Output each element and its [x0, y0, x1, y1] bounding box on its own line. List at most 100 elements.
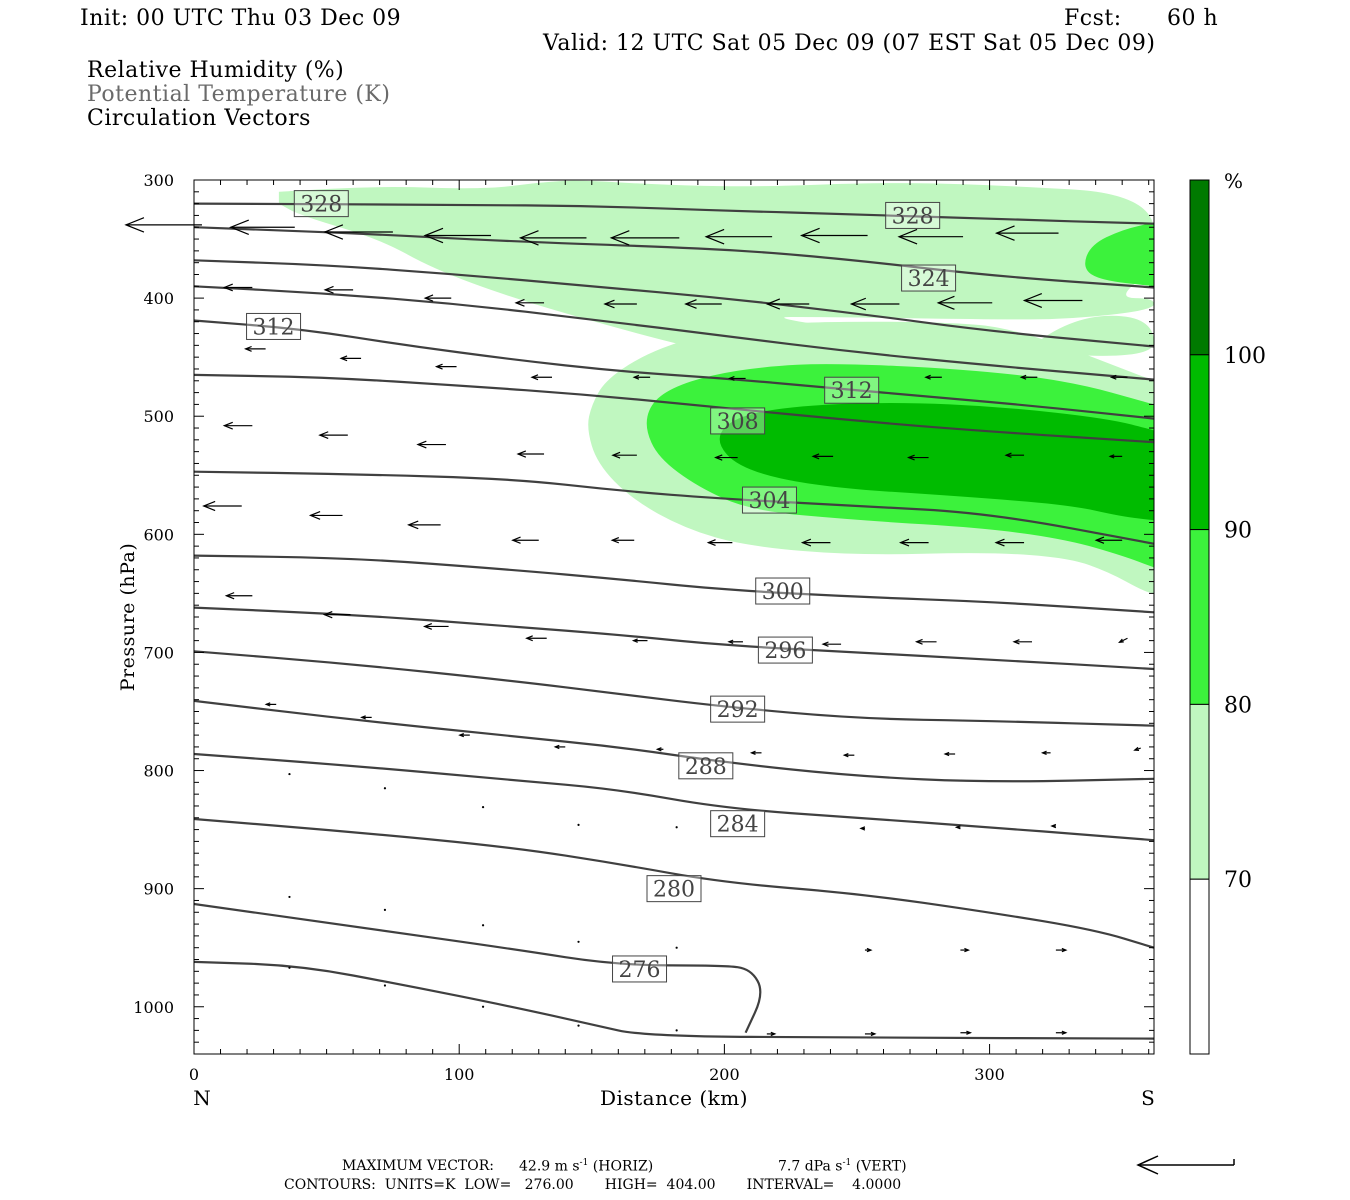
contour-label-box [293, 190, 349, 218]
circulation-vector [898, 538, 929, 547]
vector-dot [675, 1029, 678, 1032]
vector-head [770, 1031, 777, 1037]
contour-label: 324 [901, 264, 957, 292]
circulation-vector [423, 227, 492, 244]
vector-head [407, 520, 419, 530]
contour-label: 292 [710, 695, 766, 723]
vector-head [222, 421, 233, 430]
circulation-vector [655, 747, 664, 752]
contour-label-text: 312 [253, 315, 295, 340]
vector-head [799, 227, 820, 244]
circulation-vector [323, 224, 393, 240]
y-tick-label: 1000 [133, 998, 174, 1017]
vector-head [1061, 1030, 1068, 1035]
contour-label: 300 [755, 577, 811, 605]
circulation-vector [821, 641, 842, 647]
contour-label-text: 288 [685, 755, 727, 780]
circulation-vector [577, 940, 580, 943]
vector-dot [481, 924, 485, 927]
circulation-vector [222, 421, 253, 430]
colorbar-unit: % [1224, 169, 1243, 193]
circulation-vector [1055, 947, 1068, 953]
circulation-vector [704, 228, 773, 245]
circulation-vector [383, 984, 387, 987]
circulation-vector [264, 702, 277, 707]
vector-head [1012, 639, 1020, 645]
circulation-vector [288, 895, 291, 899]
theta-contour-320 [194, 259, 1154, 348]
circulation-vector [994, 538, 1025, 547]
vector-head [511, 536, 521, 544]
circulation-vector [675, 946, 678, 949]
vector-head [727, 375, 735, 381]
rh-region-90 [719, 403, 1154, 521]
vector-head [322, 610, 333, 619]
circulation-vector [308, 511, 343, 520]
vector-head [994, 225, 1015, 241]
circulation-vector [1019, 374, 1038, 380]
contour-label-box [885, 201, 941, 229]
circulation-vector [859, 826, 866, 831]
vector-head [1022, 292, 1043, 308]
vector-head [518, 230, 539, 246]
contour-label: 304 [741, 486, 797, 514]
contour-label-text: 328 [300, 193, 342, 218]
circulation-vector [458, 732, 470, 738]
relative-humidity-shading [278, 180, 1154, 594]
vector-head [765, 298, 781, 310]
circulation-vector [339, 355, 362, 362]
circulation-vector [288, 966, 291, 969]
theta-contour-276 [194, 902, 762, 1034]
vector-head [1040, 750, 1047, 755]
circulation-vector [799, 227, 868, 244]
x-tick-label: 200 [709, 1065, 740, 1084]
circulation-vector [124, 217, 202, 233]
colorbar-band [1189, 878, 1210, 1055]
vector-head [229, 219, 249, 236]
vector-dot [383, 908, 387, 912]
vector-head [1133, 746, 1140, 751]
vector-head [866, 947, 873, 953]
circulation-vector [906, 454, 929, 461]
vector-head [360, 715, 366, 720]
vector-head [821, 641, 829, 647]
vector-head [609, 230, 630, 246]
vector-head [530, 374, 539, 381]
y-tick-label: 300 [143, 171, 174, 190]
theta-contour-316 [194, 285, 1154, 381]
circulation-vector [1094, 536, 1123, 544]
circulation-vector [202, 500, 242, 512]
circulation-vector [383, 787, 387, 790]
circulation-vector [222, 283, 253, 292]
contour-label-text: 292 [717, 698, 759, 723]
rh-region-70 [278, 180, 1154, 381]
circulation-vector [423, 294, 452, 302]
contour-labels: 328 328 324 312 312 308 304 300 296 292 288 284 280 2… [246, 190, 957, 983]
contour-label: 276 [612, 955, 668, 983]
vector-dot [675, 826, 678, 829]
vector-dot [288, 772, 291, 776]
circulation-vector [631, 638, 648, 643]
circulation-vector [675, 1029, 678, 1032]
circulation-vector [1118, 637, 1128, 643]
theta-contour-300 [194, 554, 1154, 614]
legend-title-theta: Potential Temperature (K) [87, 82, 391, 107]
theta-contour-304 [194, 470, 1154, 545]
circulation-vector [383, 908, 387, 912]
contour-label-box [710, 810, 766, 838]
vector-head [994, 538, 1005, 547]
vector-head [610, 537, 620, 544]
vector-head [1094, 536, 1105, 544]
south-label: S [1141, 1086, 1155, 1110]
circulation-vector [864, 947, 873, 953]
colorbar-band [1189, 703, 1210, 880]
circulation-vector [525, 635, 547, 642]
vector-head [611, 451, 621, 459]
circulation-vector [243, 345, 266, 352]
vector-dot [675, 946, 678, 949]
vector-head [339, 355, 348, 362]
vector-head [124, 217, 145, 233]
circulation-vector [611, 451, 637, 459]
circulation-vector [516, 450, 545, 458]
vector-head [684, 299, 697, 309]
